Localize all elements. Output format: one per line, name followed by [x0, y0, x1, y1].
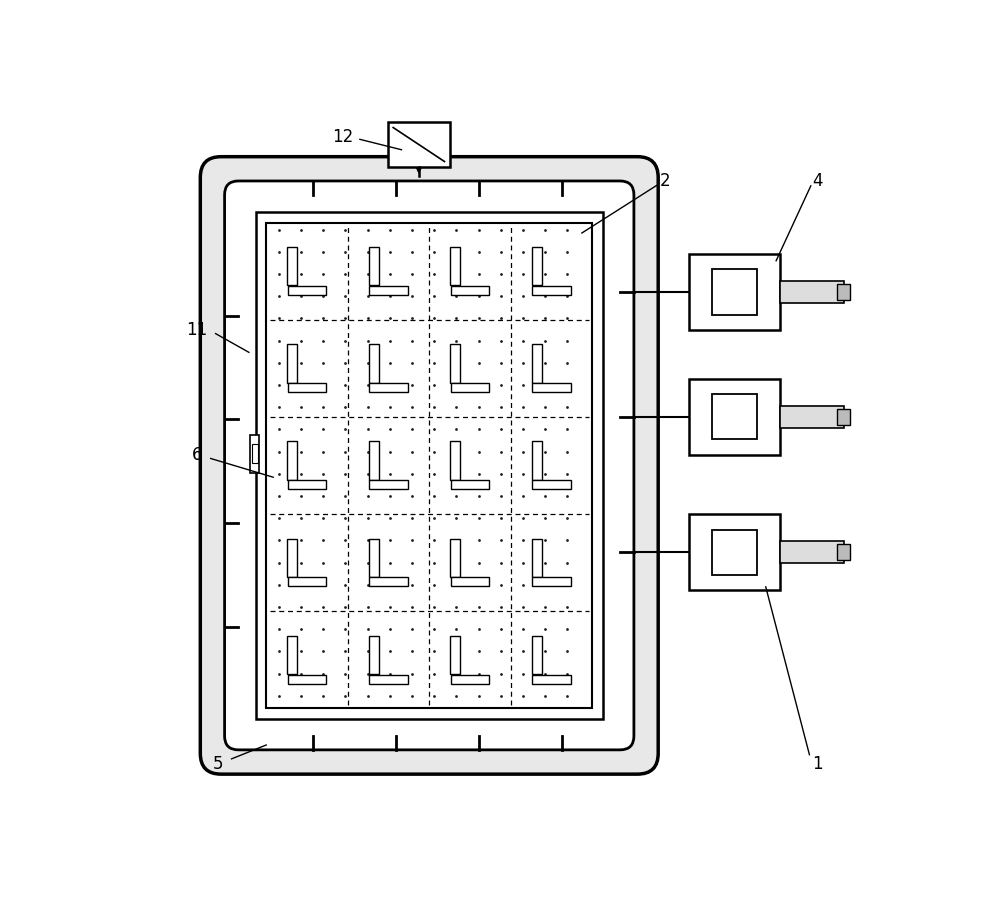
FancyBboxPatch shape [225, 181, 634, 750]
Bar [450, 247, 460, 286]
Bar [837, 284, 850, 300]
Text: 6: 6 [192, 446, 202, 464]
Bar [288, 383, 326, 392]
Bar [450, 636, 460, 674]
Bar [532, 539, 542, 577]
Bar [369, 578, 408, 587]
Bar [287, 539, 297, 577]
Bar [780, 281, 844, 303]
Bar [532, 287, 571, 296]
Bar [532, 675, 571, 684]
Bar [712, 269, 757, 314]
Bar [369, 383, 408, 392]
Bar [369, 539, 379, 577]
Bar [532, 383, 571, 392]
Bar [369, 247, 379, 286]
Bar [266, 223, 592, 708]
Bar [451, 675, 489, 684]
Bar [689, 514, 780, 590]
Bar [287, 247, 297, 286]
Bar [780, 405, 844, 428]
Bar [252, 444, 258, 463]
Bar [837, 544, 850, 560]
Bar [288, 480, 326, 489]
Text: 2: 2 [660, 172, 670, 190]
Bar [450, 539, 460, 577]
Bar [288, 287, 326, 296]
Text: 5: 5 [212, 755, 223, 773]
Bar [532, 480, 571, 489]
Bar [450, 344, 460, 383]
Bar [369, 675, 408, 684]
Bar [451, 383, 489, 392]
Bar [780, 541, 844, 563]
Bar [689, 378, 780, 455]
Bar [287, 344, 297, 383]
Bar [837, 409, 850, 424]
Bar [532, 578, 571, 587]
Bar [450, 441, 460, 479]
Bar [532, 441, 542, 479]
Bar [532, 247, 542, 286]
Text: 12: 12 [332, 128, 353, 146]
FancyBboxPatch shape [200, 157, 658, 774]
Bar [451, 578, 489, 587]
Bar [532, 636, 542, 674]
Bar [287, 441, 297, 479]
Bar [712, 530, 757, 575]
Bar [689, 254, 780, 330]
Bar [256, 213, 603, 719]
Bar [388, 122, 450, 167]
Bar [288, 675, 326, 684]
Bar [287, 636, 297, 674]
Bar [369, 344, 379, 383]
Text: 4: 4 [813, 172, 823, 190]
Bar [451, 287, 489, 296]
Text: 1: 1 [812, 755, 823, 773]
Bar [369, 287, 408, 296]
Bar [369, 480, 408, 489]
Bar [288, 578, 326, 587]
Bar [712, 395, 757, 440]
Bar [250, 435, 259, 473]
Bar [369, 636, 379, 674]
Bar [369, 441, 379, 479]
Text: 11: 11 [186, 321, 207, 339]
Bar [451, 480, 489, 489]
Bar [532, 344, 542, 383]
